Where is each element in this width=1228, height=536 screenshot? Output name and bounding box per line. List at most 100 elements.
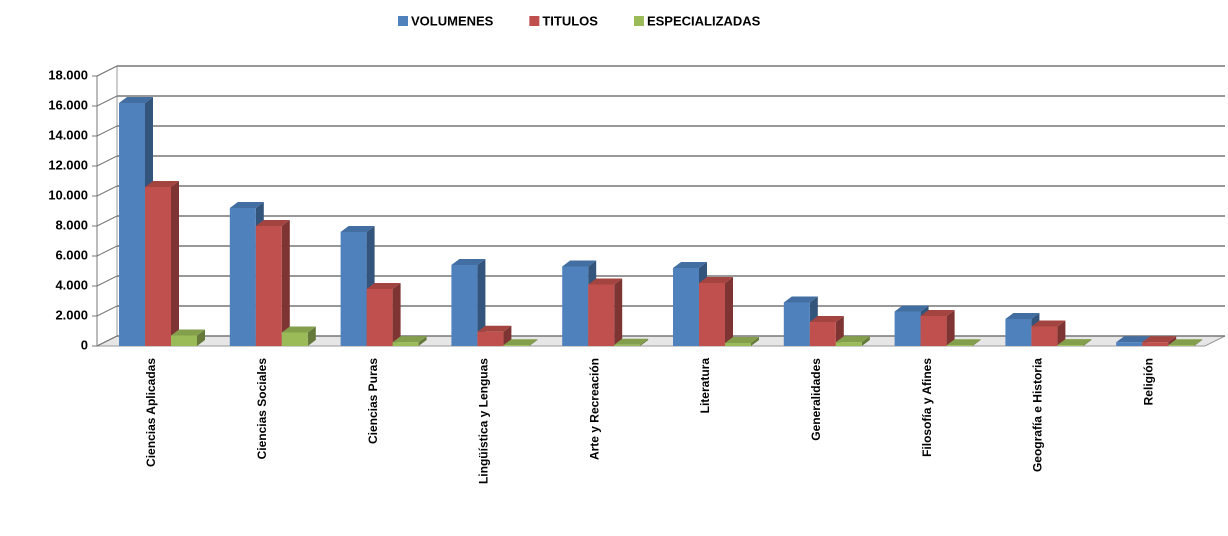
bar: [229, 208, 256, 346]
bar-top: [835, 336, 870, 343]
grid-line: [96, 245, 118, 257]
bar-top: [281, 326, 316, 333]
x-tick-label: Geografía e Historia: [1031, 358, 1045, 472]
bar-top: [673, 262, 707, 268]
bar-3d: [699, 277, 733, 346]
bar: [451, 265, 478, 346]
bar-top: [894, 305, 929, 312]
bar: [894, 311, 921, 346]
bar-3d: [946, 339, 981, 346]
y-tick-label: 14.000: [48, 127, 88, 142]
bar-top: [725, 337, 759, 343]
bar-side: [281, 220, 290, 346]
bar-top: [588, 278, 623, 285]
bar: [588, 284, 615, 346]
bar: [503, 345, 530, 346]
bar-3d: [835, 336, 870, 346]
bar-side: [1083, 339, 1092, 346]
bar: [392, 342, 419, 346]
bar-top: [255, 220, 290, 226]
bar: [673, 268, 699, 346]
bar-3d: [392, 336, 427, 346]
bar-3d: [725, 337, 759, 346]
y-tick-label: 8.000: [55, 217, 88, 232]
bar-top: [783, 296, 818, 303]
bar: [783, 302, 810, 346]
x-tick-label: Generalidades: [809, 358, 823, 441]
bar: [725, 343, 751, 346]
bar-side: [197, 329, 205, 346]
bar-top: [392, 336, 427, 343]
bar-top: [1142, 336, 1177, 343]
bar-3d: [255, 220, 290, 346]
bar: [699, 283, 725, 346]
bar-side: [307, 326, 316, 346]
grid-line: [96, 275, 118, 287]
bar-3d: [366, 283, 401, 346]
bar-side: [1194, 339, 1203, 346]
bar: [562, 266, 589, 346]
bar: [281, 332, 308, 346]
bar-top: [229, 202, 264, 208]
bar-top: [809, 316, 844, 322]
bar: [835, 342, 862, 346]
bar-3d: [503, 339, 538, 346]
y-tick-label: 10.000: [48, 187, 88, 202]
bar: [614, 344, 641, 346]
bar-3d: [340, 226, 375, 346]
y-tick-label: 2.000: [55, 307, 88, 322]
y-tick-label: 18.000: [48, 67, 88, 82]
bar-side: [171, 181, 179, 346]
bar-side: [418, 336, 427, 346]
bar-3d: [1057, 339, 1092, 346]
bar-top: [920, 310, 955, 316]
grid-line: [96, 155, 118, 167]
legend-swatch: [398, 16, 408, 26]
bar-top: [451, 259, 486, 265]
bar: [366, 289, 393, 346]
bar: [171, 335, 197, 346]
y-tick-label: 12.000: [48, 157, 88, 172]
bar: [809, 322, 836, 346]
bar-3d: [281, 326, 316, 346]
bar: [477, 331, 504, 346]
grid-line: [96, 305, 118, 317]
bar-top: [1005, 313, 1040, 319]
x-tick-label: Arte y Recreación: [587, 358, 601, 460]
legend-swatch: [529, 16, 540, 26]
bar-3d: [1168, 339, 1203, 346]
y-tick-label: 16.000: [48, 97, 88, 112]
bar-side: [751, 337, 759, 346]
bar: [145, 187, 171, 346]
bar: [1116, 342, 1143, 346]
bar-3d: [477, 325, 512, 346]
bar-3d: [451, 259, 486, 346]
y-tick-label: 6.000: [55, 247, 88, 262]
bar-side: [946, 310, 955, 346]
bar-3d: [171, 329, 205, 346]
bar-top: [1116, 336, 1151, 343]
legend-label: ESPECIALIZADAS: [647, 13, 761, 28]
bar-top: [171, 329, 205, 336]
y-tick-label: 4.000: [55, 277, 88, 292]
bar-top: [119, 97, 153, 103]
bar-side: [972, 339, 981, 346]
bar-3d: [1031, 320, 1066, 346]
bar-3d: [1142, 336, 1177, 346]
bar: [255, 226, 282, 346]
bar-top: [1031, 320, 1066, 327]
bar: [1005, 319, 1032, 346]
bar-side: [725, 277, 733, 346]
bar-side: [477, 259, 486, 346]
x-tick-label: Ciencias Sociales: [255, 358, 269, 460]
bar-3d: [920, 310, 955, 346]
bar-top: [145, 181, 179, 187]
bar: [119, 103, 145, 346]
grid-line: [96, 95, 118, 107]
bar-top: [1057, 339, 1092, 346]
x-tick-label: Filosofía y Afines: [920, 358, 934, 457]
bar-side: [1057, 320, 1066, 346]
grid-line: [96, 65, 118, 77]
x-tick-label: Literatura: [698, 358, 712, 414]
bar-top: [614, 338, 649, 345]
